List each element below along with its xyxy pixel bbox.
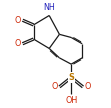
Text: O: O [52,82,58,91]
Text: O: O [15,16,21,25]
Text: O: O [85,82,91,91]
Text: NH: NH [43,3,55,12]
Text: O: O [15,39,21,48]
Text: S: S [68,73,74,82]
Text: OH: OH [65,96,77,105]
